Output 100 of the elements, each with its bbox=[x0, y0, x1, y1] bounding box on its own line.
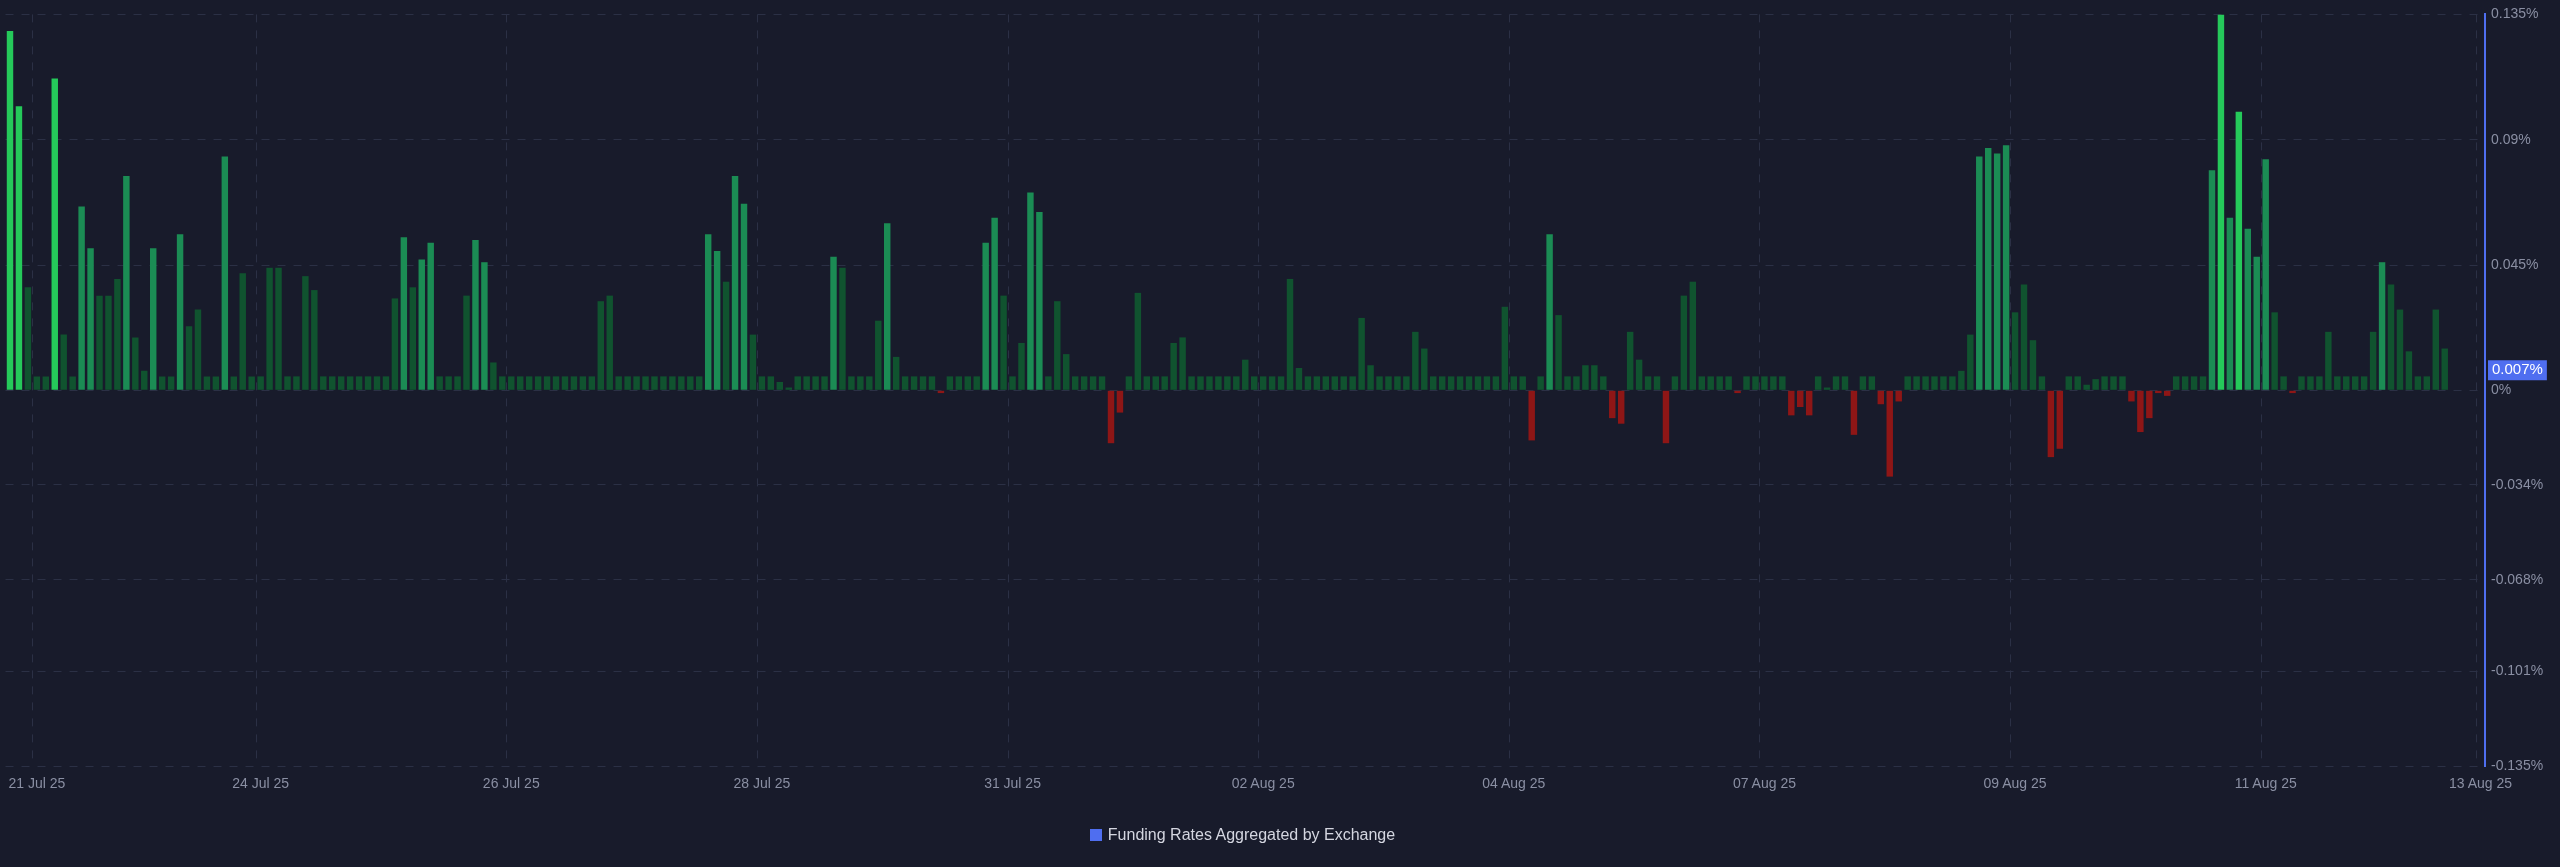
bar bbox=[2020, 284, 2028, 390]
y-tick-label: -0.034% bbox=[2491, 475, 2544, 492]
bar bbox=[1788, 390, 1795, 416]
bar bbox=[1644, 376, 1652, 390]
bar bbox=[2423, 376, 2431, 390]
bar bbox=[812, 376, 819, 390]
bar bbox=[1600, 376, 1607, 390]
bar bbox=[114, 278, 121, 390]
bar bbox=[508, 376, 515, 390]
bar bbox=[839, 267, 846, 390]
bar bbox=[2065, 376, 2072, 390]
bar bbox=[2056, 390, 2064, 449]
bar bbox=[1993, 153, 2001, 390]
bar bbox=[1591, 365, 1598, 390]
bar bbox=[158, 376, 166, 390]
bar bbox=[2280, 376, 2287, 390]
bar bbox=[1814, 376, 1822, 390]
bar bbox=[2289, 390, 2296, 394]
bar bbox=[633, 376, 640, 390]
x-tick-label: 13 Aug 25 bbox=[2448, 775, 2513, 792]
bar bbox=[1904, 376, 1911, 390]
bar bbox=[266, 267, 273, 390]
bar bbox=[337, 376, 345, 390]
bar bbox=[1143, 376, 1151, 390]
bar bbox=[1940, 376, 1947, 390]
bar bbox=[176, 234, 184, 390]
bar bbox=[150, 248, 157, 390]
bar bbox=[597, 301, 604, 390]
bar bbox=[767, 376, 775, 390]
bar bbox=[669, 376, 676, 390]
text: Funding Rates Aggregated by Exchange bbox=[1107, 826, 1396, 844]
bar bbox=[1752, 376, 1759, 390]
bar bbox=[928, 376, 936, 390]
bar bbox=[1322, 376, 1330, 390]
bar bbox=[570, 376, 578, 390]
bar bbox=[2172, 376, 2180, 390]
bar bbox=[1626, 331, 1634, 390]
bar bbox=[517, 376, 524, 390]
bar bbox=[364, 376, 372, 390]
bar bbox=[561, 376, 569, 390]
bar bbox=[1188, 376, 1195, 390]
bar bbox=[1233, 376, 1240, 390]
bar bbox=[1304, 376, 1312, 390]
bar bbox=[1555, 315, 1562, 390]
bar bbox=[651, 376, 658, 390]
bar bbox=[1340, 376, 1347, 390]
bar bbox=[1931, 376, 1938, 390]
bar bbox=[1698, 376, 1705, 390]
bar bbox=[436, 376, 443, 390]
bar bbox=[973, 376, 980, 390]
bar bbox=[2378, 262, 2386, 390]
bar bbox=[1716, 376, 1723, 390]
bar bbox=[1295, 368, 1303, 390]
bar bbox=[1063, 354, 1070, 390]
bar bbox=[472, 239, 479, 390]
bar bbox=[2360, 376, 2368, 390]
x-tick-label: 21 Jul 25 bbox=[8, 775, 66, 792]
bar bbox=[588, 376, 596, 390]
bar bbox=[1089, 376, 1097, 390]
bar bbox=[167, 376, 175, 390]
bar bbox=[1430, 376, 1437, 390]
bar bbox=[1268, 376, 1276, 390]
bar bbox=[2119, 376, 2126, 390]
bar bbox=[293, 376, 300, 390]
bar bbox=[257, 376, 264, 390]
bar bbox=[2190, 376, 2198, 390]
bar bbox=[445, 376, 452, 390]
bar bbox=[946, 376, 954, 390]
bar bbox=[400, 237, 408, 390]
bar bbox=[1868, 376, 1876, 390]
bar bbox=[678, 376, 685, 390]
bar bbox=[346, 376, 354, 390]
bar bbox=[1850, 390, 1858, 435]
bar bbox=[1707, 376, 1714, 390]
bar bbox=[391, 298, 399, 390]
bar bbox=[2029, 340, 2037, 390]
bar bbox=[1958, 370, 1965, 390]
bar bbox=[1447, 376, 1455, 390]
bar bbox=[713, 251, 721, 390]
bar bbox=[1215, 376, 1222, 390]
x-tick-label: 07 Aug 25 bbox=[1732, 775, 1797, 792]
y-tick-label: -0.135% bbox=[2491, 757, 2544, 774]
bar bbox=[722, 281, 730, 390]
bar bbox=[901, 376, 909, 390]
bar bbox=[794, 376, 801, 390]
bar bbox=[1331, 376, 1338, 390]
bar bbox=[1206, 376, 1213, 390]
bar bbox=[2271, 312, 2278, 390]
bar bbox=[2262, 159, 2269, 390]
bar bbox=[427, 242, 434, 390]
bar bbox=[1537, 376, 1544, 390]
x-tick-label: 02 Aug 25 bbox=[1231, 775, 1295, 792]
bar bbox=[2405, 351, 2413, 390]
bar bbox=[1922, 376, 1929, 390]
bar bbox=[1456, 376, 1464, 390]
bar bbox=[1886, 390, 1893, 477]
bar bbox=[1913, 376, 1920, 390]
bar bbox=[1573, 376, 1580, 390]
bar bbox=[919, 376, 927, 390]
bar bbox=[1224, 376, 1231, 390]
